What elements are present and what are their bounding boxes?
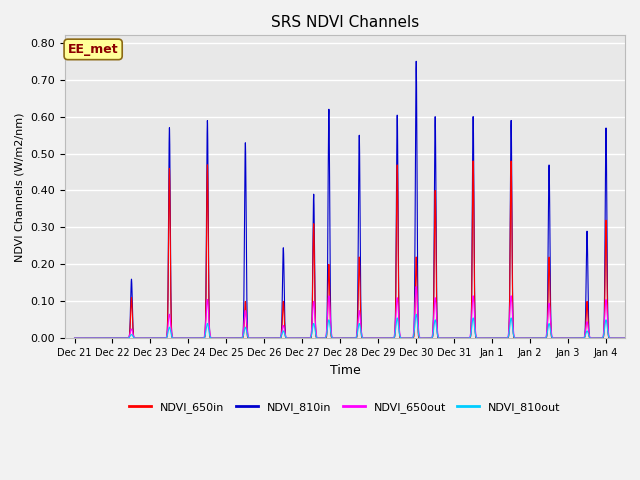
Y-axis label: NDVI Channels (W/m2/nm): NDVI Channels (W/m2/nm)	[15, 112, 25, 262]
X-axis label: Time: Time	[330, 363, 360, 376]
Title: SRS NDVI Channels: SRS NDVI Channels	[271, 15, 419, 30]
Legend: NDVI_650in, NDVI_810in, NDVI_650out, NDVI_810out: NDVI_650in, NDVI_810in, NDVI_650out, NDV…	[125, 398, 565, 418]
Text: EE_met: EE_met	[68, 43, 118, 56]
